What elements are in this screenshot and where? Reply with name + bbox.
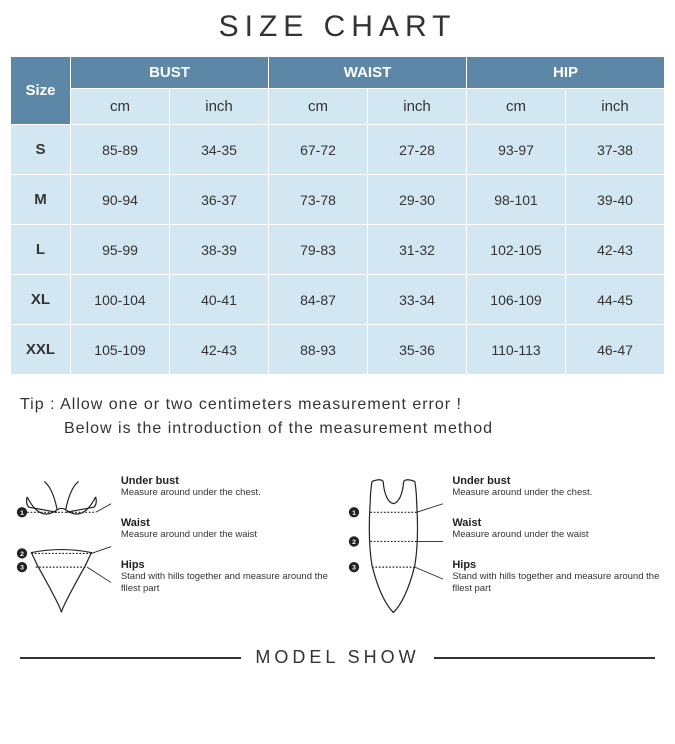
footer-label: MODEL SHOW xyxy=(241,647,433,668)
value-cell: 100-104 xyxy=(71,275,170,325)
onepiece-icon: 1 2 3 xyxy=(342,459,445,629)
sub-inch: inch xyxy=(170,89,269,125)
value-cell: 46-47 xyxy=(566,325,665,375)
value-cell: 33-34 xyxy=(368,275,467,325)
svg-text:3: 3 xyxy=(20,565,24,572)
measure-label-heading: Waist xyxy=(121,517,334,529)
col-group-bust: BUST xyxy=(71,57,269,89)
value-cell: 67-72 xyxy=(269,125,368,175)
tip-text: Tip : Allow one or two centimeters measu… xyxy=(0,375,675,451)
table-row: XXL105-10942-4388-9335-36110-11346-47 xyxy=(11,325,665,375)
footer-line-right xyxy=(434,657,655,659)
measure-label-heading: Hips xyxy=(452,559,665,571)
value-cell: 35-36 xyxy=(368,325,467,375)
table-row: M90-9436-3773-7829-3098-10139-40 xyxy=(11,175,665,225)
size-cell: L xyxy=(11,225,71,275)
measure-label: HipsStand with hills together and measur… xyxy=(121,559,334,595)
value-cell: 85-89 xyxy=(71,125,170,175)
measure-label-desc: Measure around under the waist xyxy=(452,529,665,541)
measure-label: HipsStand with hills together and measur… xyxy=(452,559,665,595)
measure-label-desc: Measure around under the chest. xyxy=(121,487,334,499)
svg-text:1: 1 xyxy=(20,510,24,517)
sub-cm: cm xyxy=(269,89,368,125)
measure-label-desc: Measure around under the waist xyxy=(121,529,334,541)
subheader-row: cm inch cm inch cm inch xyxy=(11,89,665,125)
size-cell: M xyxy=(11,175,71,225)
col-group-hip: HIP xyxy=(467,57,665,89)
value-cell: 31-32 xyxy=(368,225,467,275)
value-cell: 79-83 xyxy=(269,225,368,275)
table-row: L95-9938-3979-8331-32102-10542-43 xyxy=(11,225,665,275)
value-cell: 37-38 xyxy=(566,125,665,175)
measurement-diagrams: 123 Under bustMeasure around under the c… xyxy=(0,451,675,629)
sub-cm: cm xyxy=(467,89,566,125)
value-cell: 44-45 xyxy=(566,275,665,325)
footer-section: MODEL SHOW xyxy=(0,647,675,668)
bikini-diagram: 1 2 3 Under bustMeasure around under the c… xyxy=(10,459,334,629)
measure-label-heading: Waist xyxy=(452,517,665,529)
value-cell: 42-43 xyxy=(566,225,665,275)
measure-label-desc: Measure around under the chest. xyxy=(452,487,665,499)
value-cell: 88-93 xyxy=(269,325,368,375)
tip-line1: Tip : Allow one or two centimeters measu… xyxy=(20,396,462,413)
measure-label-desc: Stand with hills together and measure ar… xyxy=(452,571,665,595)
value-cell: 38-39 xyxy=(170,225,269,275)
value-cell: 110-113 xyxy=(467,325,566,375)
sub-cm: cm xyxy=(71,89,170,125)
tip-line2: Below is the introduction of the measure… xyxy=(20,417,655,441)
value-cell: 29-30 xyxy=(368,175,467,225)
svg-text:3: 3 xyxy=(352,565,356,572)
value-cell: 105-109 xyxy=(71,325,170,375)
table-row: S85-8934-3567-7227-2893-9737-38 xyxy=(11,125,665,175)
measure-label: Under bustMeasure around under the chest… xyxy=(121,475,334,499)
size-cell: S xyxy=(11,125,71,175)
value-cell: 73-78 xyxy=(269,175,368,225)
measure-label-heading: Hips xyxy=(121,559,334,571)
table-row: XL100-10440-4184-8733-34106-10944-45 xyxy=(11,275,665,325)
svg-text:2: 2 xyxy=(20,551,24,558)
size-cell: XXL xyxy=(11,325,71,375)
value-cell: 106-109 xyxy=(467,275,566,325)
measure-label: WaistMeasure around under the waist xyxy=(452,517,665,541)
onepiece-labels: Under bustMeasure around under the chest… xyxy=(452,459,665,613)
value-cell: 98-101 xyxy=(467,175,566,225)
sub-inch: inch xyxy=(368,89,467,125)
value-cell: 39-40 xyxy=(566,175,665,225)
size-cell: XL xyxy=(11,275,71,325)
value-cell: 36-37 xyxy=(170,175,269,225)
value-cell: 34-35 xyxy=(170,125,269,175)
value-cell: 93-97 xyxy=(467,125,566,175)
value-cell: 42-43 xyxy=(170,325,269,375)
page-title: SIZE CHART xyxy=(0,0,675,56)
header-row: Size BUST WAIST HIP xyxy=(11,57,665,89)
bikini-labels: Under bustMeasure around under the chest… xyxy=(121,459,334,613)
col-size: Size xyxy=(11,57,71,125)
value-cell: 40-41 xyxy=(170,275,269,325)
sub-inch: inch xyxy=(566,89,665,125)
value-cell: 27-28 xyxy=(368,125,467,175)
value-cell: 95-99 xyxy=(71,225,170,275)
value-cell: 102-105 xyxy=(467,225,566,275)
measure-label: Under bustMeasure around under the chest… xyxy=(452,475,665,499)
value-cell: 84-87 xyxy=(269,275,368,325)
onepiece-diagram: 1 2 3 Under bustMeasure around under the c… xyxy=(342,459,666,629)
svg-text:1: 1 xyxy=(352,510,356,517)
measure-label-desc: Stand with hills together and measure ar… xyxy=(121,571,334,595)
measure-label-heading: Under bust xyxy=(121,475,334,487)
col-group-waist: WAIST xyxy=(269,57,467,89)
svg-text:2: 2 xyxy=(352,539,356,546)
measure-label: WaistMeasure around under the waist xyxy=(121,517,334,541)
bikini-icon: 1 2 3 xyxy=(10,459,113,629)
footer-line-left xyxy=(20,657,241,659)
value-cell: 90-94 xyxy=(71,175,170,225)
measure-label-heading: Under bust xyxy=(452,475,665,487)
size-chart-table: Size BUST WAIST HIP cm inch cm inch cm i… xyxy=(10,56,665,375)
